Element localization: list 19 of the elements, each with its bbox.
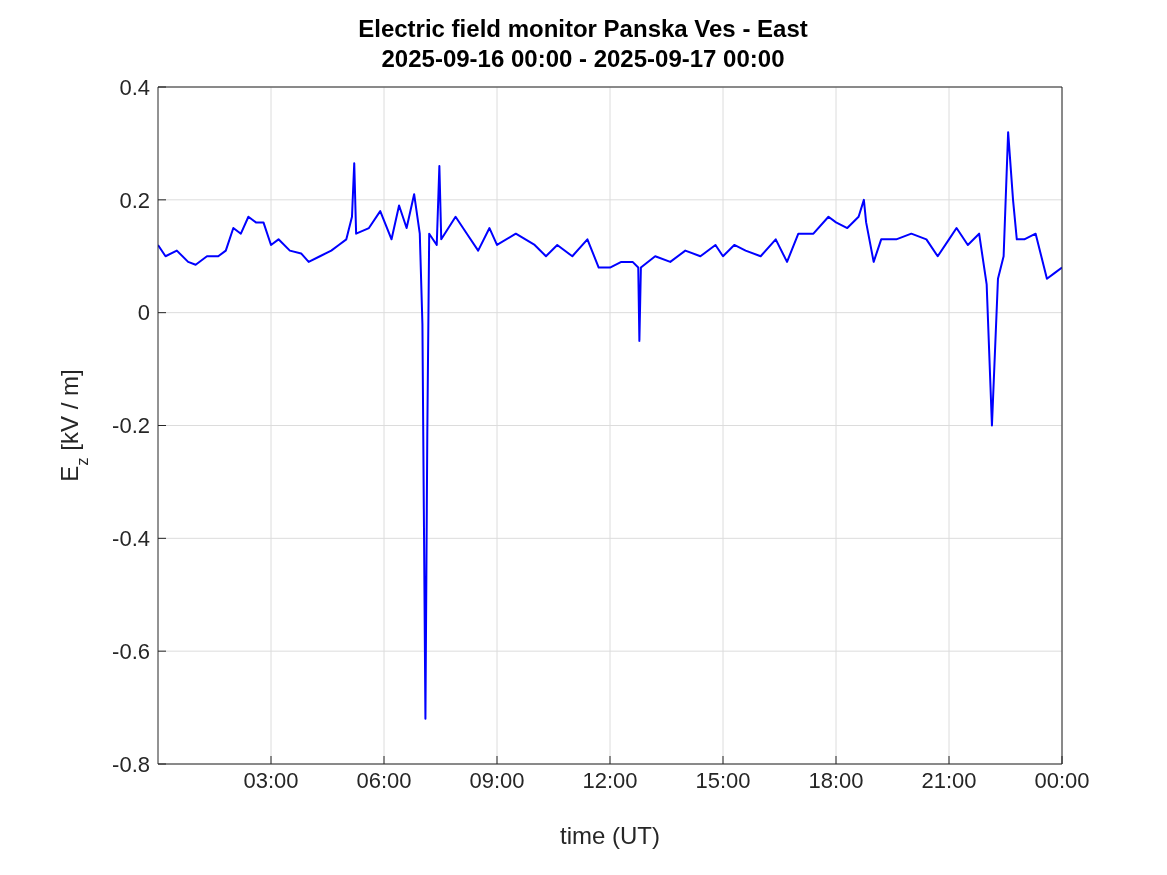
x-tick-label: 15:00 xyxy=(695,767,751,793)
y-tick-label: 0.4 xyxy=(119,74,150,100)
x-tick-label: 18:00 xyxy=(808,767,864,793)
x-tick-label: 00:00 xyxy=(1034,767,1090,793)
x-tick-label: 21:00 xyxy=(921,767,977,793)
chart-subtitle: 2025-09-16 00:00 - 2025-09-17 00:00 xyxy=(380,44,786,74)
y-tick-label: -0.8 xyxy=(112,751,150,777)
y-tick-label: 0 xyxy=(137,300,150,326)
x-axis-title: time (UT) xyxy=(560,822,660,849)
x-tick-label: 12:00 xyxy=(582,767,638,793)
y-tick-label: -0.6 xyxy=(112,638,150,664)
y-tick-label: -0.4 xyxy=(112,526,150,552)
y-tick-label: -0.2 xyxy=(112,413,150,439)
x-tick-label: 09:00 xyxy=(469,767,525,793)
x-tick-label: 06:00 xyxy=(356,767,412,793)
line-series xyxy=(158,131,1062,720)
chart-title: Electric field monitor Panska Ves - East xyxy=(357,14,809,44)
y-tick-label: 0.2 xyxy=(119,187,150,213)
x-tick-label: 03:00 xyxy=(243,767,299,793)
